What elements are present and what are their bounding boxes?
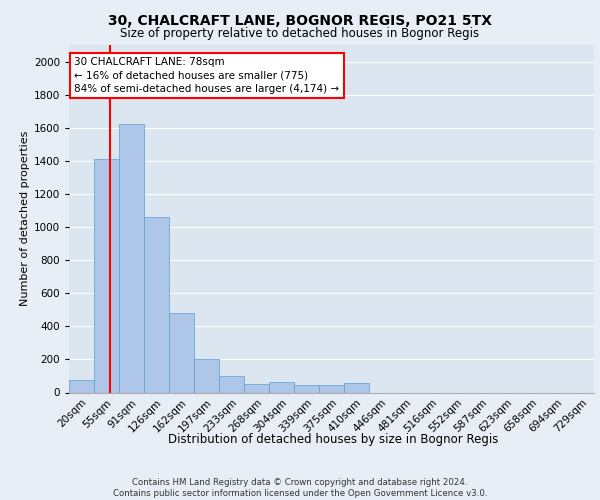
Text: Contains HM Land Registry data © Crown copyright and database right 2024.
Contai: Contains HM Land Registry data © Crown c… [113, 478, 487, 498]
Bar [269, 382, 294, 392]
Bar [169, 313, 194, 392]
Bar [219, 376, 244, 392]
Bar [94, 159, 119, 392]
Text: 30, CHALCRAFT LANE, BOGNOR REGIS, PO21 5TX: 30, CHALCRAFT LANE, BOGNOR REGIS, PO21 5… [108, 14, 492, 28]
Bar [294, 384, 319, 392]
Text: Size of property relative to detached houses in Bognor Regis: Size of property relative to detached ho… [121, 28, 479, 40]
Text: Distribution of detached houses by size in Bognor Regis: Distribution of detached houses by size … [168, 432, 498, 446]
Y-axis label: Number of detached properties: Number of detached properties [20, 131, 29, 306]
Bar [244, 384, 269, 392]
Text: 30 CHALCRAFT LANE: 78sqm
← 16% of detached houses are smaller (775)
84% of semi-: 30 CHALCRAFT LANE: 78sqm ← 16% of detach… [74, 57, 340, 94]
Bar [119, 124, 144, 392]
Bar [69, 380, 94, 392]
Bar [144, 217, 169, 392]
Bar [319, 385, 344, 392]
Bar [344, 384, 369, 392]
Bar [194, 360, 219, 392]
